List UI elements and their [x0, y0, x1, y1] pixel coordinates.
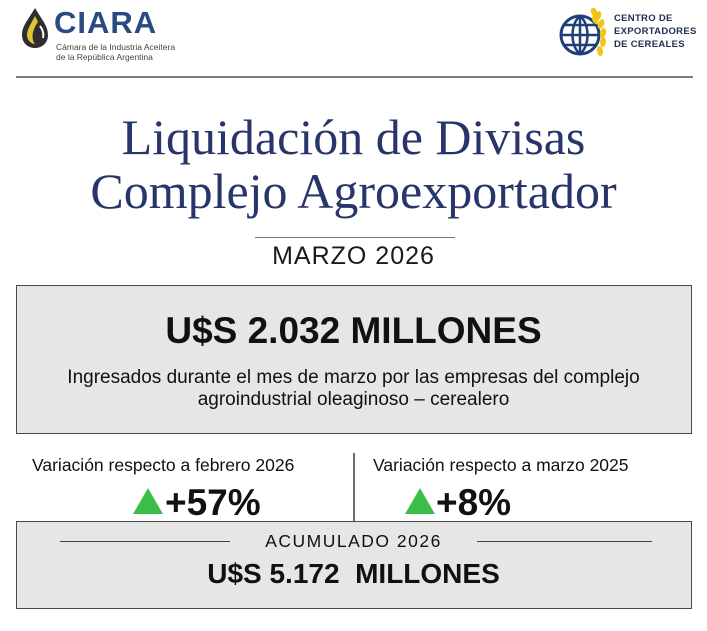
variation-mar-label: Variación respecto a marzo 2025: [373, 455, 629, 475]
accumulated-amount: U$S 5.172 MILLONES: [207, 558, 500, 589]
month-label: MARZO 2026: [272, 242, 435, 270]
ciara-name: CIARA: [54, 5, 158, 40]
ciara-logo: CIARA Cámara de la Industria Aceitera de…: [0, 0, 250, 70]
oil-drop-icon: [22, 8, 48, 48]
cec-name-line2: EXPORTADORES: [614, 26, 697, 37]
page-title-line2: Complejo Agroexportador: [90, 163, 617, 219]
variation-feb-value: +57%: [165, 482, 261, 523]
globe-wheat-icon: [559, 8, 607, 56]
header-divider: [16, 76, 693, 78]
arrow-up-icon: [133, 488, 163, 514]
arrow-up-icon: [405, 488, 435, 514]
cec-name-line1: CENTRO DE: [614, 13, 673, 24]
ciara-subtitle: Cámara de la Industria Aceitera de la Re…: [56, 42, 175, 62]
ciara-subtitle-line2: de la República Argentina: [56, 52, 153, 62]
accumulated-box: [16, 521, 692, 609]
cec-name-line3: DE CEREALES: [614, 39, 685, 50]
main-description: Ingresados durante el mes de marzo por l…: [67, 367, 640, 410]
accumulated-label: ACUMULADO 2026: [265, 531, 442, 551]
cec-logo: CENTRO DE EXPORTADORES DE CEREALES: [550, 0, 707, 70]
cec-name: CENTRO DE EXPORTADORES DE CEREALES: [614, 12, 697, 51]
main-amount: U$S 2.032 MILLONES: [165, 310, 542, 351]
ciara-subtitle-line1: Cámara de la Industria Aceitera: [56, 42, 176, 52]
accumulated-rule-right: [477, 541, 652, 542]
accumulated-rule-left: [60, 541, 230, 542]
variation-feb-label: Variación respecto a febrero 2026: [32, 455, 295, 475]
month-divider: [255, 237, 455, 238]
main-summary-box: [16, 285, 692, 434]
page-title-line1: Liquidación de Divisas: [121, 109, 586, 165]
variation-divider: [353, 453, 355, 524]
variation-mar-value: +8%: [436, 482, 512, 523]
